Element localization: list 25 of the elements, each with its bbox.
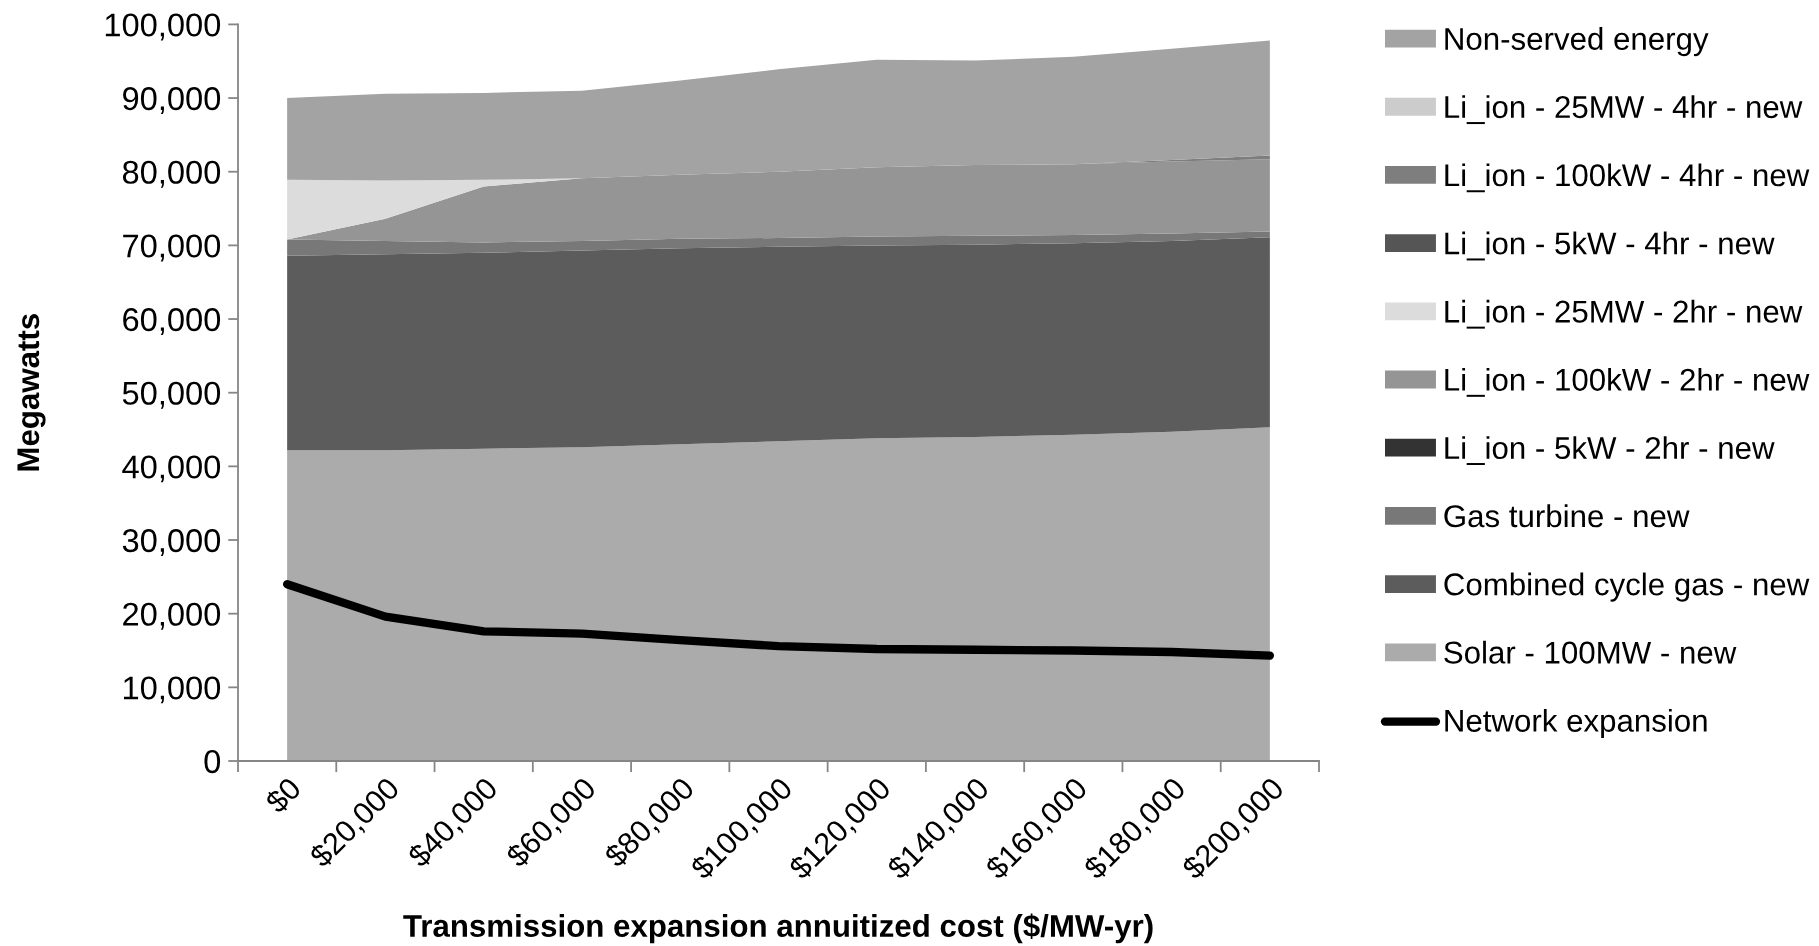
legend-label: Li_ion - 100kW - 2hr - new xyxy=(1445,367,1810,397)
y-tick-label: 0 xyxy=(204,750,221,774)
legend-label: Li_ion - 25MW - 4hr - new xyxy=(1445,95,1803,125)
y-tick-label: 80,000 xyxy=(122,160,221,188)
y-tick-label: 90,000 xyxy=(123,87,221,115)
legend-label: Li_ion - 25MW - 2hr - new xyxy=(1445,299,1803,329)
y-tick-label: 100,000 xyxy=(105,13,221,41)
y-tick-label: 30,000 xyxy=(122,529,221,557)
legend-label: Solar - 100MW - new xyxy=(1444,640,1737,664)
legend-label: Combined cycle gas - new xyxy=(1444,572,1810,602)
y-tick-label: 50,000 xyxy=(122,381,221,409)
legend-label: Li_ion - 100kW - 4hr - new xyxy=(1445,163,1810,193)
legend-label: Gas turbine - new xyxy=(1444,504,1690,528)
x-axis-title: Transmission expansion annuitized cost ($/MW-yr) xyxy=(403,913,1153,944)
y-tick-label: 40,000 xyxy=(122,455,221,483)
legend-label: Li_ion - 5kW - 2hr - new xyxy=(1445,436,1775,466)
y-tick-label: 20,000 xyxy=(123,602,221,630)
x-tick-label: $0 xyxy=(263,775,304,816)
y-tick-label: 10,000 xyxy=(124,676,221,704)
legend-label: Network expansion xyxy=(1445,708,1707,739)
y-tick-label: 60,000 xyxy=(123,308,221,336)
y-axis-title: Megawatts xyxy=(17,314,46,471)
legend-label: Non-served energy xyxy=(1445,27,1709,57)
y-tick-label: 70,000 xyxy=(123,234,221,262)
legend-label: Li_ion - 5kW - 4hr - new xyxy=(1445,231,1775,261)
